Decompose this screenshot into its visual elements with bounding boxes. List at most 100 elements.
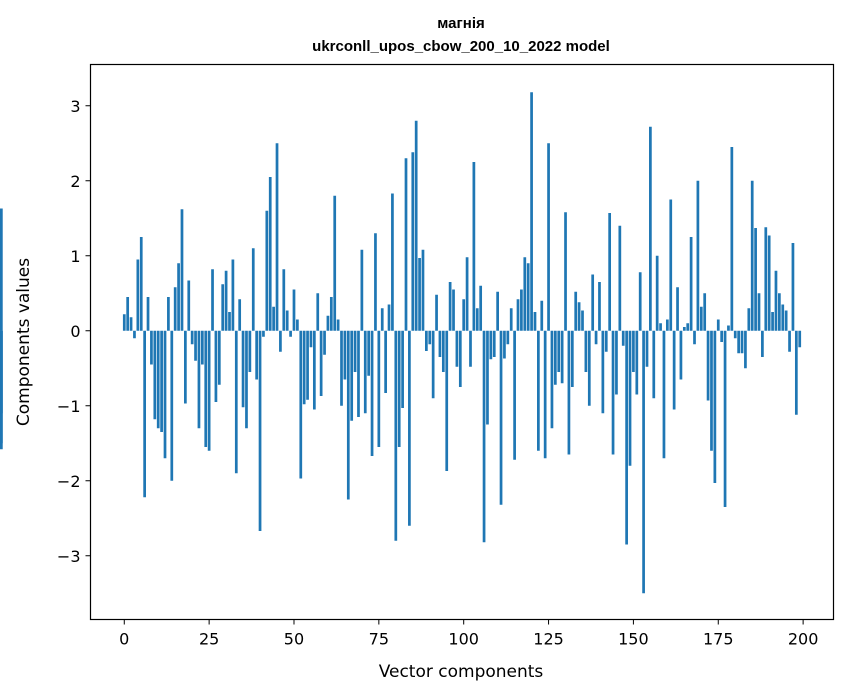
chart-title-line1: магнія <box>437 15 484 32</box>
bar-36 <box>245 330 248 429</box>
bar-142 <box>604 330 608 352</box>
bar-134 <box>577 302 581 331</box>
bar-98 <box>455 330 459 367</box>
bar-52 <box>299 330 303 479</box>
bar-undefined <box>0 208 3 331</box>
bar-179 <box>730 147 734 331</box>
bar-117 <box>520 289 523 331</box>
bar-130 <box>564 212 567 331</box>
bar-89 <box>425 330 428 351</box>
bar-112 <box>503 330 506 359</box>
bar-188 <box>761 330 764 357</box>
bar-42 <box>265 210 269 331</box>
bar-110 <box>496 291 499 331</box>
bar-163 <box>676 287 679 331</box>
bar-71 <box>363 330 367 414</box>
bar-155 <box>649 126 652 331</box>
bar-72 <box>367 330 371 376</box>
bar-172 <box>706 330 710 401</box>
bar-187 <box>757 293 761 331</box>
bar-3 <box>133 330 136 339</box>
bar-157 <box>655 255 659 331</box>
bar-undefined <box>0 330 3 414</box>
bar-183 <box>744 330 747 369</box>
bar-58 <box>319 330 323 396</box>
bar-9 <box>153 330 157 420</box>
bar-37 <box>248 330 252 372</box>
bar-22 <box>197 330 201 429</box>
bar-148 <box>625 330 628 545</box>
x-tick-label: 125 <box>533 630 564 649</box>
bar-11 <box>160 330 163 432</box>
bar-8 <box>150 330 153 365</box>
bar-49 <box>289 330 292 337</box>
bar-45 <box>275 143 279 331</box>
bar-85 <box>411 152 415 331</box>
bars-group <box>0 92 802 594</box>
bar-149 <box>628 330 632 466</box>
x-tick-label: 175 <box>703 630 734 649</box>
bar-79 <box>391 193 394 331</box>
bar-166 <box>686 323 690 331</box>
bar-51 <box>296 319 299 331</box>
bar-152 <box>638 272 642 331</box>
bar-27 <box>214 330 218 402</box>
bar-174 <box>713 330 717 483</box>
bar-169 <box>696 180 700 331</box>
bar-7 <box>146 297 150 331</box>
bar-14 <box>170 330 174 481</box>
bar-41 <box>262 330 265 337</box>
bar-30 <box>224 270 228 331</box>
bar-33 <box>234 330 238 474</box>
bar-64 <box>340 330 343 406</box>
bar-93 <box>438 330 442 357</box>
bar-90 <box>428 330 432 345</box>
bar-88 <box>421 249 425 331</box>
bar-70 <box>360 249 364 331</box>
bar-100 <box>462 299 466 331</box>
bar-106 <box>482 330 486 543</box>
bar-127 <box>553 330 557 385</box>
bar-75 <box>377 330 381 447</box>
bar-0 <box>122 314 126 331</box>
bar-132 <box>570 330 574 387</box>
bar-96 <box>448 282 452 331</box>
bar-31 <box>228 312 231 331</box>
bar-24 <box>204 330 208 447</box>
x-axis-ticks: 0 25 50 75 100 125 150 175 200 <box>119 619 818 649</box>
bar-165 <box>682 327 686 331</box>
bar-15 <box>173 287 177 331</box>
bar-108 <box>489 330 493 360</box>
bar-46 <box>279 330 282 352</box>
bar-91 <box>431 330 435 399</box>
bar-20 <box>190 330 194 345</box>
bar-4 <box>136 259 140 331</box>
bar-13 <box>167 297 170 331</box>
y-axis-ticks: −3 −2 −1 0 1 2 3 <box>57 97 91 566</box>
bar-103 <box>472 162 476 331</box>
bar-141 <box>601 330 605 414</box>
bar-76 <box>380 308 384 331</box>
bar-185 <box>750 180 754 331</box>
bar-167 <box>689 237 693 331</box>
bar-186 <box>754 228 757 331</box>
bar-116 <box>516 299 520 331</box>
y-tick-label: −2 <box>57 472 81 491</box>
bar-128 <box>557 330 561 372</box>
bar-97 <box>452 289 455 331</box>
bar-29 <box>221 284 225 331</box>
bar-126 <box>550 330 554 429</box>
bar-44 <box>272 306 275 331</box>
bar-69 <box>357 330 360 417</box>
bar-102 <box>469 330 472 367</box>
bar-195 <box>784 310 788 331</box>
bar-181 <box>737 330 740 354</box>
x-tick-label: 100 <box>448 630 479 649</box>
y-tick-label: 0 <box>70 322 80 341</box>
bar-92 <box>435 294 438 331</box>
bar-74 <box>374 233 377 331</box>
bar-101 <box>465 257 469 331</box>
bar-168 <box>693 330 696 345</box>
x-tick-label: 0 <box>119 630 129 649</box>
bar-25 <box>207 330 211 451</box>
